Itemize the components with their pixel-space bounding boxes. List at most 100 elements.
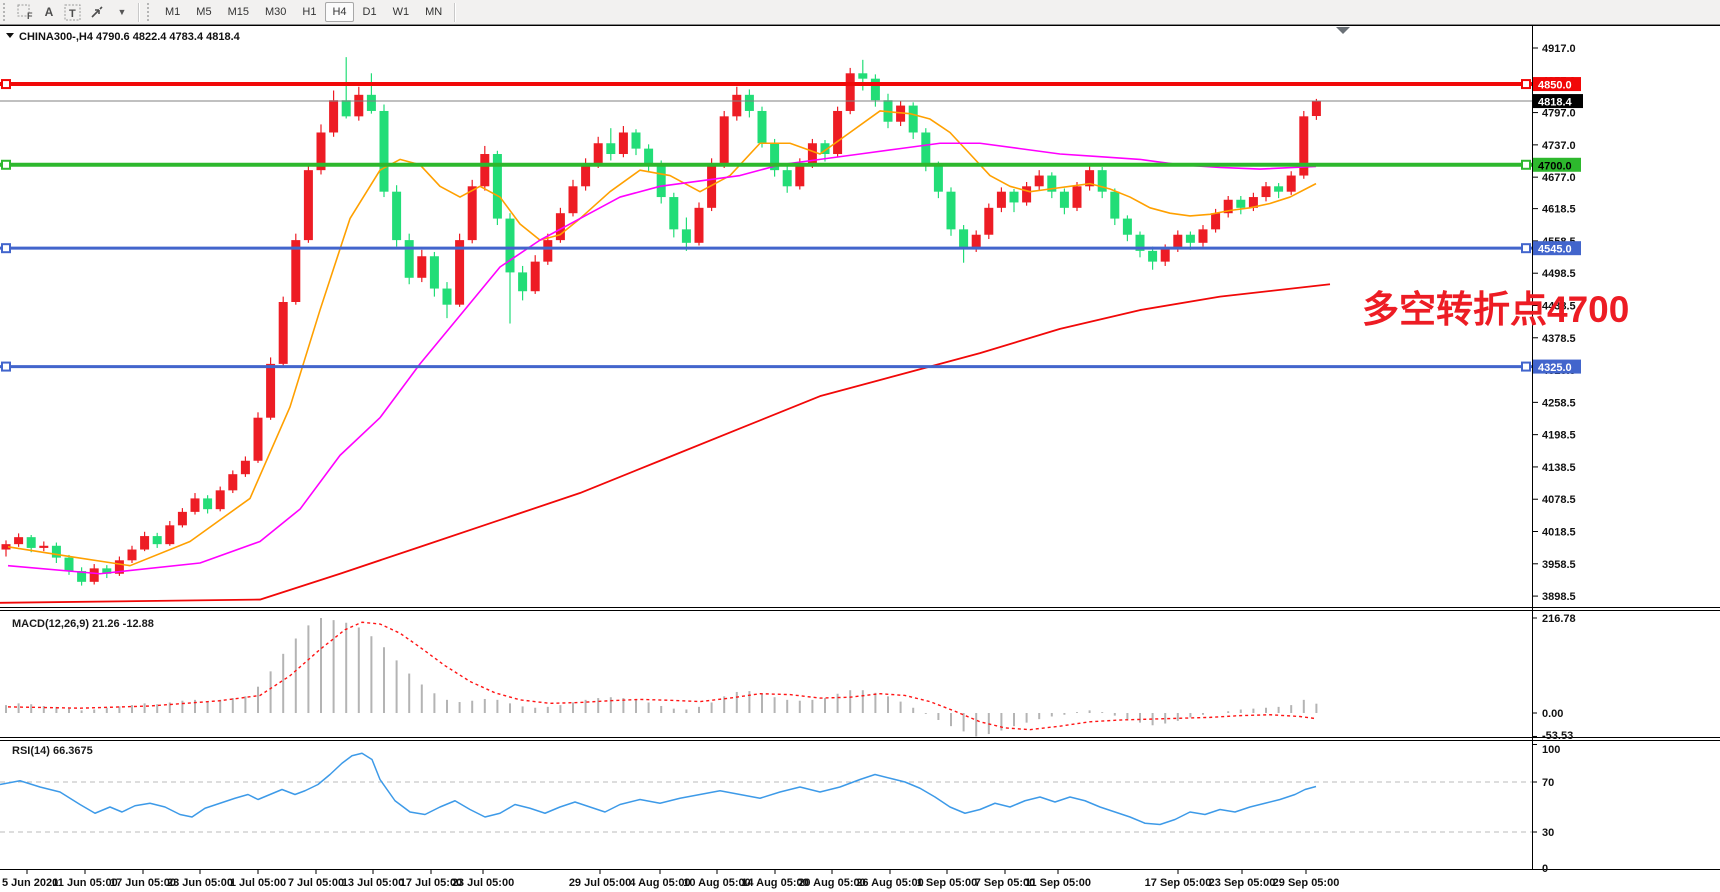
chart-canvas[interactable]: 4917.04857.04797.04737.04677.04618.54558… bbox=[0, 25, 1720, 892]
price-axis-label: 4078.5 bbox=[1542, 494, 1576, 506]
time-axis-label: 13 Jul 05:00 bbox=[342, 877, 404, 889]
candle-body bbox=[379, 110, 389, 192]
text-label-icon[interactable]: A bbox=[44, 5, 54, 19]
candle-body bbox=[669, 197, 679, 230]
candle-body bbox=[1135, 234, 1145, 251]
chart-area[interactable]: 4917.04857.04797.04737.04677.04618.54558… bbox=[0, 25, 1720, 892]
candle-body bbox=[1311, 101, 1321, 117]
candle-body bbox=[795, 164, 805, 187]
hline-handle[interactable] bbox=[1, 361, 11, 372]
toolbar-grip-2[interactable] bbox=[147, 3, 154, 21]
price-badge-label: 4850.0 bbox=[1538, 80, 1572, 92]
timeframe-button-M15[interactable]: M15 bbox=[227, 6, 249, 18]
toolbar: F A T ▼ M1 M5 M15 M30 H1 H4 D1 W1 MN bbox=[0, 0, 1720, 25]
price-axis-label: 4677.0 bbox=[1542, 172, 1576, 184]
hline-handle[interactable] bbox=[1521, 243, 1531, 254]
rsi-axis-label: 100 bbox=[1542, 744, 1560, 756]
macd-axis-label: 0.00 bbox=[1542, 708, 1563, 720]
hline-support-4325[interactable]: 4325.0 bbox=[0, 359, 1581, 375]
candle-body bbox=[291, 240, 301, 302]
arrow-objects-icon[interactable] bbox=[85, 2, 109, 23]
macd-axis: 216.78 0.00 -53.53 bbox=[1532, 613, 1576, 742]
candle-body bbox=[896, 105, 906, 122]
price-axis-label: 4198.5 bbox=[1542, 430, 1576, 442]
candle-body bbox=[1085, 170, 1095, 187]
candle-body bbox=[581, 164, 591, 187]
hline-resistance-4850[interactable]: 4850.0 bbox=[0, 77, 1581, 92]
toolbar-separator-2 bbox=[454, 2, 457, 22]
price-axis-label: 4438.5 bbox=[1542, 300, 1576, 312]
candle-body bbox=[429, 256, 439, 289]
candle-body bbox=[228, 474, 238, 491]
time-axis-label: 26 Aug 05:00 bbox=[856, 877, 923, 889]
symbol-dropdown-icon[interactable] bbox=[6, 33, 14, 38]
hline-handle[interactable] bbox=[1, 243, 11, 254]
candle-body bbox=[1072, 186, 1082, 208]
candle-body bbox=[505, 218, 515, 273]
price-axis-label: 4737.0 bbox=[1542, 140, 1576, 152]
time-axis-label: 1 Jul 05:00 bbox=[230, 877, 286, 889]
time-axis-label: 10 Aug 05:00 bbox=[683, 877, 750, 889]
time-axis-label: 11 Sep 05:00 bbox=[1025, 877, 1091, 889]
rsi-axis-label: 0 bbox=[1542, 863, 1548, 875]
candle-body bbox=[820, 143, 830, 155]
price-axis-label: 4138.5 bbox=[1542, 462, 1576, 474]
candle-body bbox=[266, 363, 276, 418]
annotation-text[interactable]: 多空转折点4700 bbox=[1362, 289, 1629, 330]
arrow-objects-dropdown-caret[interactable]: ▼ bbox=[117, 7, 127, 17]
candle-body bbox=[1110, 191, 1120, 219]
candle-body bbox=[1299, 116, 1309, 176]
candle-body bbox=[1261, 186, 1271, 198]
timeframe-button-W1[interactable]: W1 bbox=[392, 6, 410, 18]
time-axis-label: 11 Jun 05:00 bbox=[52, 877, 117, 889]
hline-handle[interactable] bbox=[1, 79, 11, 90]
candle-body bbox=[14, 537, 24, 545]
candle-body bbox=[933, 164, 943, 192]
hline-handle[interactable] bbox=[1, 159, 11, 170]
hline-pivot-4700[interactable]: 4700.0 bbox=[0, 157, 1581, 173]
rsi-axis: 100 70 30 0 bbox=[1532, 744, 1560, 875]
time-axis-label: 17 Jul 05:00 bbox=[400, 877, 462, 889]
time-axis-label: 17 Sep 05:00 bbox=[1145, 877, 1212, 889]
candle-body bbox=[203, 498, 213, 510]
hline-handle[interactable] bbox=[1521, 79, 1531, 90]
timeframe-button-MN[interactable]: MN bbox=[425, 6, 443, 18]
time-axis-label: 29 Sep 05:00 bbox=[1273, 877, 1340, 889]
candle-body bbox=[442, 288, 452, 305]
hline-support-4545[interactable]: 4545.0 bbox=[0, 241, 1581, 256]
rsi-indicator-label: RSI(14) 66.3675 bbox=[12, 745, 93, 757]
timeframe-button-H1[interactable]: H1 bbox=[302, 6, 317, 18]
timeframe-button-D1[interactable]: D1 bbox=[362, 6, 377, 18]
candle-body bbox=[946, 191, 956, 230]
timeframe-button-H4[interactable]: H4 bbox=[325, 2, 354, 22]
rsi-axis-label: 70 bbox=[1542, 777, 1554, 789]
timeframe-button-M1[interactable]: M1 bbox=[165, 6, 181, 18]
candle-body bbox=[530, 261, 540, 292]
template-f-icon[interactable]: F bbox=[13, 2, 37, 23]
candle-body bbox=[64, 557, 74, 572]
toolbar-grip[interactable] bbox=[3, 3, 10, 21]
chart-shift-marker-icon[interactable] bbox=[1336, 27, 1350, 34]
candle-body bbox=[908, 105, 918, 133]
candle-body bbox=[152, 536, 162, 545]
current-price-badge-label: 4818.4 bbox=[1538, 97, 1573, 109]
candle-body bbox=[316, 132, 326, 171]
macd-axis-label: 216.78 bbox=[1542, 613, 1576, 625]
hline-handle[interactable] bbox=[1521, 159, 1531, 170]
time-axis-label: 5 Jun 2020 bbox=[2, 877, 58, 889]
candle-body bbox=[782, 170, 792, 187]
price-axis-label: 4618.5 bbox=[1542, 204, 1576, 216]
timeframe-button-M5[interactable]: M5 bbox=[196, 6, 212, 18]
candle-body bbox=[1173, 234, 1183, 249]
text-box-icon[interactable]: T bbox=[61, 2, 85, 23]
candle-body bbox=[39, 545, 49, 548]
price-badge bbox=[1533, 359, 1581, 374]
candle-body bbox=[1211, 213, 1221, 230]
candle-body bbox=[694, 207, 704, 243]
candle-body bbox=[140, 536, 150, 550]
time-axis-label: 14 Aug 05:00 bbox=[741, 877, 808, 889]
hline-handle[interactable] bbox=[1521, 361, 1531, 372]
timeframe-button-M30[interactable]: M30 bbox=[264, 6, 287, 18]
